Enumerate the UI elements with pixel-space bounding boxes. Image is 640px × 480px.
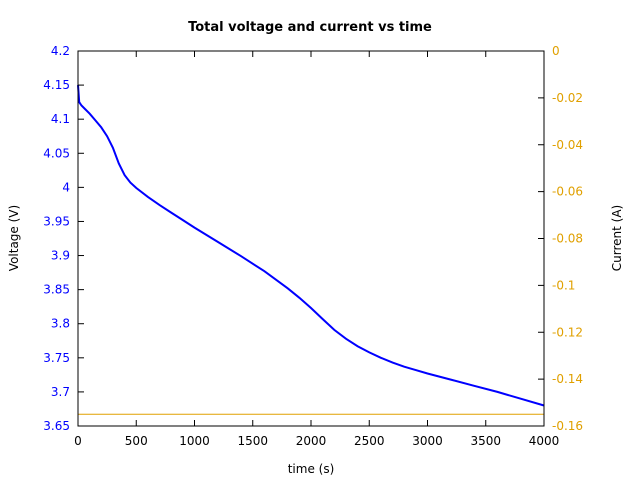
x-axis-label: time (s) — [288, 462, 335, 476]
y-tick-label: 3.9 — [51, 249, 70, 263]
y2-tick-label: -0.02 — [552, 91, 583, 105]
y-tick-label: 4 — [62, 180, 70, 194]
x-axis: 0 500 1000 1500 2000 2500 3000 3500 4000 — [74, 51, 559, 448]
y-axis-right: -0.16 -0.14 -0.12 -0.1 -0.08 -0.06 -0.04 -0.02 0 — [538, 44, 583, 433]
series-layer — [77, 85, 545, 415]
y2-tick-label: -0.08 — [552, 232, 583, 246]
y2-tick-label: -0.04 — [552, 138, 583, 152]
y-tick-label: 3.85 — [43, 283, 70, 297]
y-tick-label: 3.95 — [43, 214, 70, 228]
x-tick-label: 0 — [74, 434, 82, 448]
y2-axis-label: Current (A) — [610, 205, 624, 271]
y-tick-label: 4.05 — [43, 146, 70, 160]
x-tick-label: 2000 — [296, 434, 327, 448]
y-tick-label: 4.1 — [51, 112, 70, 126]
chart-title: Total voltage and current vs time — [188, 20, 432, 35]
x-tick-label: 4000 — [529, 434, 560, 448]
y-axis-left: 3.65 3.7 3.75 3.8 3.85 3.9 3.95 4 4.05 4.1 4.15 4.2 — [43, 44, 84, 433]
plot-frame — [77, 50, 545, 427]
x-tick-label: 1000 — [179, 434, 210, 448]
y2-tick-label: -0.12 — [552, 325, 583, 339]
x-tick-label: 3500 — [470, 434, 501, 448]
y2-tick-label: -0.06 — [552, 185, 583, 199]
y-tick-label: 3.7 — [51, 385, 70, 399]
y-tick-label: 3.65 — [43, 419, 70, 433]
y2-tick-label: 0 — [552, 44, 560, 58]
y2-tick-label: -0.14 — [552, 372, 583, 386]
y-tick-label: 3.75 — [43, 351, 70, 365]
y2-tick-label: -0.1 — [552, 278, 575, 292]
x-tick-label: 500 — [125, 434, 148, 448]
y-tick-label: 4.2 — [51, 44, 70, 58]
y-axis-label: Voltage (V) — [7, 205, 21, 271]
x-tick-label: 2500 — [354, 434, 385, 448]
series-line-voltage — [77, 85, 545, 407]
y2-tick-label: -0.16 — [552, 419, 583, 433]
y-tick-label: 4.15 — [43, 78, 70, 92]
x-tick-label: 1500 — [237, 434, 268, 448]
y-tick-label: 3.8 — [51, 317, 70, 331]
x-tick-label: 3000 — [412, 434, 443, 448]
